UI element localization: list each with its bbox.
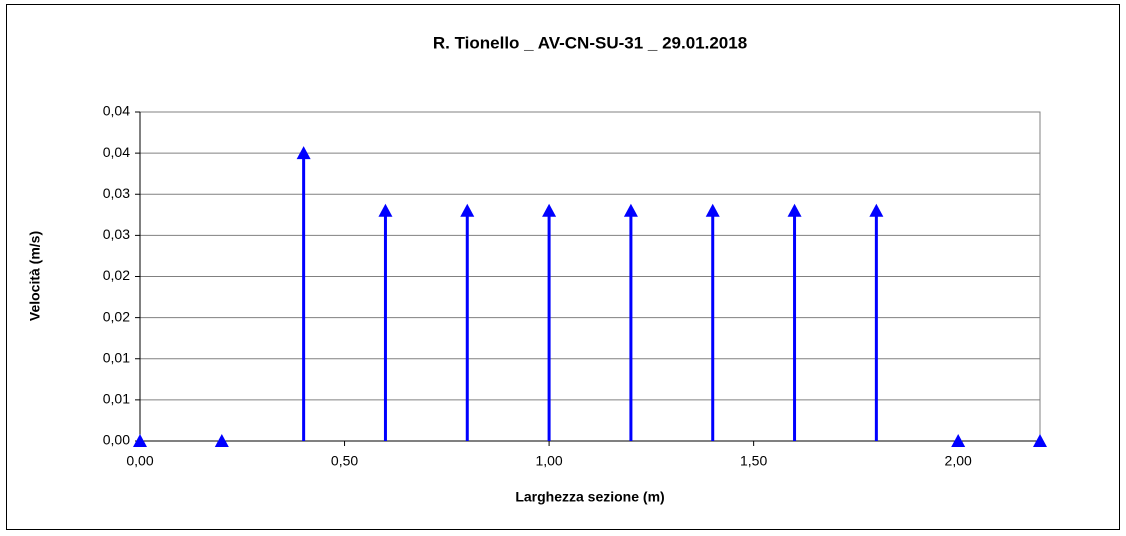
stem bbox=[542, 203, 557, 441]
y-tick-label: 0,03 bbox=[103, 185, 130, 201]
stem bbox=[214, 434, 229, 447]
y-tick-label: 0,02 bbox=[103, 308, 130, 324]
x-tick-label: 1,50 bbox=[740, 453, 767, 469]
stem-marker bbox=[296, 146, 311, 160]
stem-marker bbox=[869, 203, 884, 217]
stem bbox=[460, 203, 475, 441]
stem-marker bbox=[133, 434, 147, 447]
y-tick-label: 0,01 bbox=[103, 349, 130, 365]
y-tick-label: 0,00 bbox=[103, 432, 130, 448]
y-tick-label: 0,02 bbox=[103, 267, 130, 283]
stem bbox=[705, 203, 720, 441]
x-tick-label: 0,00 bbox=[126, 453, 153, 469]
x-tick-label: 1,00 bbox=[535, 453, 562, 469]
stem bbox=[1033, 434, 1047, 447]
stem bbox=[378, 203, 393, 441]
stem bbox=[869, 203, 884, 441]
y-tick-label: 0,04 bbox=[103, 144, 130, 160]
stem-marker bbox=[214, 434, 229, 447]
stem-marker bbox=[951, 434, 966, 447]
stem-marker bbox=[460, 203, 475, 217]
stem-marker bbox=[542, 203, 557, 217]
stem-marker bbox=[378, 203, 393, 217]
stem bbox=[787, 203, 802, 441]
stem bbox=[951, 434, 966, 447]
stem-marker bbox=[623, 203, 638, 217]
stem-marker bbox=[705, 203, 720, 217]
y-tick-label: 0,01 bbox=[103, 391, 130, 407]
y-axis-label: Velocità (m/s) bbox=[27, 231, 43, 321]
x-tick-label: 0,50 bbox=[331, 453, 358, 469]
stem bbox=[133, 434, 147, 447]
stem bbox=[623, 203, 638, 441]
stem-marker bbox=[787, 203, 802, 217]
chart-title: R. Tionello _ AV-CN-SU-31 _ 29.01.2018 bbox=[433, 33, 747, 52]
y-tick-label: 0,04 bbox=[103, 103, 130, 119]
stem-marker bbox=[1033, 434, 1047, 447]
x-tick-label: 2,00 bbox=[945, 453, 972, 469]
stem bbox=[296, 146, 311, 441]
x-axis-label: Larghezza sezione (m) bbox=[515, 489, 664, 505]
y-tick-label: 0,03 bbox=[103, 226, 130, 242]
